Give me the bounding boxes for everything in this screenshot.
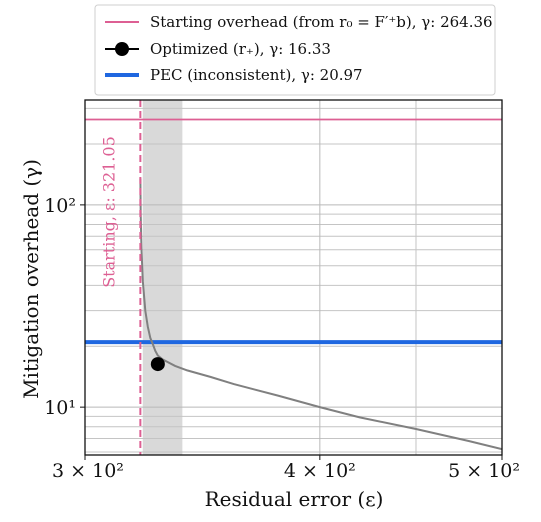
y-axis-label: Mitigation overhead (γ) (19, 159, 43, 399)
plot-area: Starting, ε: 321.05 3 × 10² 4 × 10² 5 × 10²… (44, 99, 520, 482)
y-tick-label: 10² (44, 195, 76, 217)
shaded-band (142, 100, 183, 455)
legend: Starting overhead (from r₀ = F′⁺b), γ: 2… (94, 4, 496, 96)
tradeoff-curve (139, 178, 502, 451)
x-axis-label: Residual error (ε) (205, 487, 384, 511)
optimized-point (150, 357, 165, 372)
legend-label-starting: Starting overhead (from r₀ = F′⁺b), γ: 2… (150, 13, 493, 31)
legend-marker-optimized (115, 42, 129, 56)
x-tick-label: 3 × 10² (52, 460, 124, 482)
plot-frame (84, 99, 503, 456)
legend-label-optimized: Optimized (r₊), γ: 16.33 (150, 40, 331, 58)
y-tick-label: 10¹ (44, 397, 76, 419)
x-tick-label: 4 × 10² (284, 460, 356, 482)
legend-label-pec: PEC (inconsistent), γ: 20.97 (150, 66, 363, 84)
legend-box (94, 4, 496, 96)
x-tick-label: 5 × 10² (448, 460, 520, 482)
starting-vline-label: Starting, ε: 321.05 (99, 136, 118, 288)
